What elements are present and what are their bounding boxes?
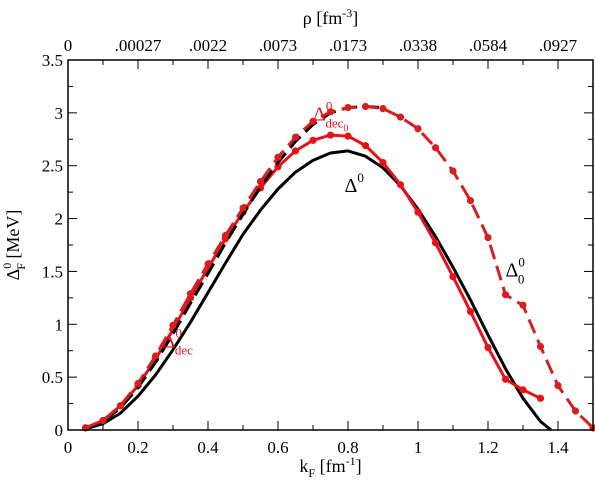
- point-delta_dec: [379, 158, 387, 167]
- annotation-ann_0_0: Δ0 0: [506, 255, 525, 287]
- top-tick-label: .00027: [115, 36, 162, 55]
- y-tick-label: 3: [55, 104, 64, 123]
- series-line-delta0: [85, 149, 552, 432]
- series-line-delta_dec0: [84, 105, 384, 430]
- x-tick-label: 1: [414, 438, 423, 457]
- point-delta0_0: [571, 407, 580, 415]
- point-delta_dec: [274, 163, 282, 171]
- point-delta_dec: [326, 131, 335, 139]
- point-delta0_0: [501, 291, 510, 299]
- point-delta0_0: [326, 108, 335, 116]
- x-axis-title: kF [fm-1]: [299, 454, 361, 480]
- point-delta_dec: [396, 181, 405, 189]
- point-delta0_0: [134, 379, 142, 388]
- y-tick-label: 3.5: [42, 51, 63, 70]
- top-tick-label: 0: [64, 36, 73, 55]
- point-delta0_0: [309, 117, 317, 125]
- x-tick-label: 0.4: [197, 438, 219, 457]
- top-tick-label: .0584: [469, 36, 508, 55]
- point-delta0_0: [151, 352, 160, 360]
- point-delta0_0: [449, 167, 457, 175]
- top-tick-label: .0022: [189, 36, 227, 55]
- x-tick-label: 1.4: [547, 438, 569, 457]
- top-tick-label: .0338: [399, 36, 437, 55]
- top-tick-label: .0173: [329, 36, 367, 55]
- top-tick-label: .0927: [539, 36, 578, 55]
- point-delta0_0: [291, 133, 300, 141]
- point-delta0_0: [204, 260, 212, 268]
- y-axis-title: Δ0F [MeV]: [0, 210, 28, 281]
- point-delta_dec: [414, 208, 422, 216]
- top-tick-label: .0073: [259, 36, 297, 55]
- point-delta_dec: [431, 239, 440, 247]
- point-delta0_0: [519, 301, 527, 309]
- point-delta0_0: [256, 177, 265, 186]
- point-delta0_0: [554, 382, 562, 390]
- y-tick-label: 2: [55, 210, 64, 229]
- point-delta0_0: [274, 153, 282, 161]
- point-delta0_0: [116, 402, 125, 410]
- point-delta0_0: [221, 231, 230, 240]
- point-delta0_0: [361, 102, 370, 111]
- x-tick-label: 0: [64, 438, 73, 457]
- point-delta0_0: [344, 103, 352, 112]
- y-tick-label: 0: [55, 421, 64, 440]
- point-delta_dec: [519, 386, 527, 394]
- y-tick-label: 0.5: [42, 368, 63, 387]
- y-tick-label: 1: [55, 315, 64, 334]
- x-tick-label: 0.8: [337, 438, 358, 457]
- point-delta_dec: [484, 343, 492, 352]
- point-delta_dec: [309, 136, 317, 144]
- point-delta_dec: [361, 142, 370, 150]
- labels-layer: kF [fm-1] ρ [fm-3] Δ0F [MeV]: [0, 6, 362, 480]
- y-tick-label: 1.5: [42, 262, 63, 281]
- point-delta0_0: [169, 321, 177, 329]
- point-delta_dec: [291, 147, 300, 155]
- y-tick-label: 2.5: [42, 157, 63, 176]
- point-delta0_0: [379, 105, 387, 113]
- x-tick-label: 0.2: [127, 438, 148, 457]
- point-delta_dec: [466, 308, 475, 316]
- point-delta0_0: [484, 234, 492, 242]
- point-delta_dec: [449, 273, 457, 281]
- top-axis-title: ρ [fm-3]: [303, 6, 358, 28]
- point-delta0_0: [396, 113, 405, 121]
- point-delta0_0: [414, 125, 422, 133]
- point-delta0_0: [99, 416, 107, 425]
- axes-layer: 0 0.2 0.4 0.6 0.8 1 1.2 1.4 0 .00027 .0022 .0073 .01…: [42, 36, 594, 457]
- point-delta0_0: [239, 204, 247, 212]
- point-delta_dec: [501, 375, 510, 383]
- point-delta_dec: [536, 394, 545, 402]
- x-tick-label: 0.6: [267, 438, 288, 457]
- point-delta0_0: [431, 144, 440, 152]
- annotation-layer: Δ0 Δ0 dec Δ0 dec0 Δ0 0: [163, 98, 525, 357]
- point-delta_dec: [344, 132, 352, 140]
- series-line-delta_dec: [84, 133, 542, 430]
- point-delta0_0: [466, 197, 475, 205]
- point-delta0_0: [536, 342, 545, 351]
- annotation-ann_delta0: Δ0: [345, 170, 364, 197]
- annotation-ann_dec0: Δ0 dec0: [313, 98, 348, 134]
- annotation-ann_dec: Δ0 dec: [163, 326, 194, 358]
- x-tick-label: 1.2: [477, 438, 498, 457]
- point-delta0_0: [186, 290, 195, 298]
- series-layer: [81, 102, 595, 432]
